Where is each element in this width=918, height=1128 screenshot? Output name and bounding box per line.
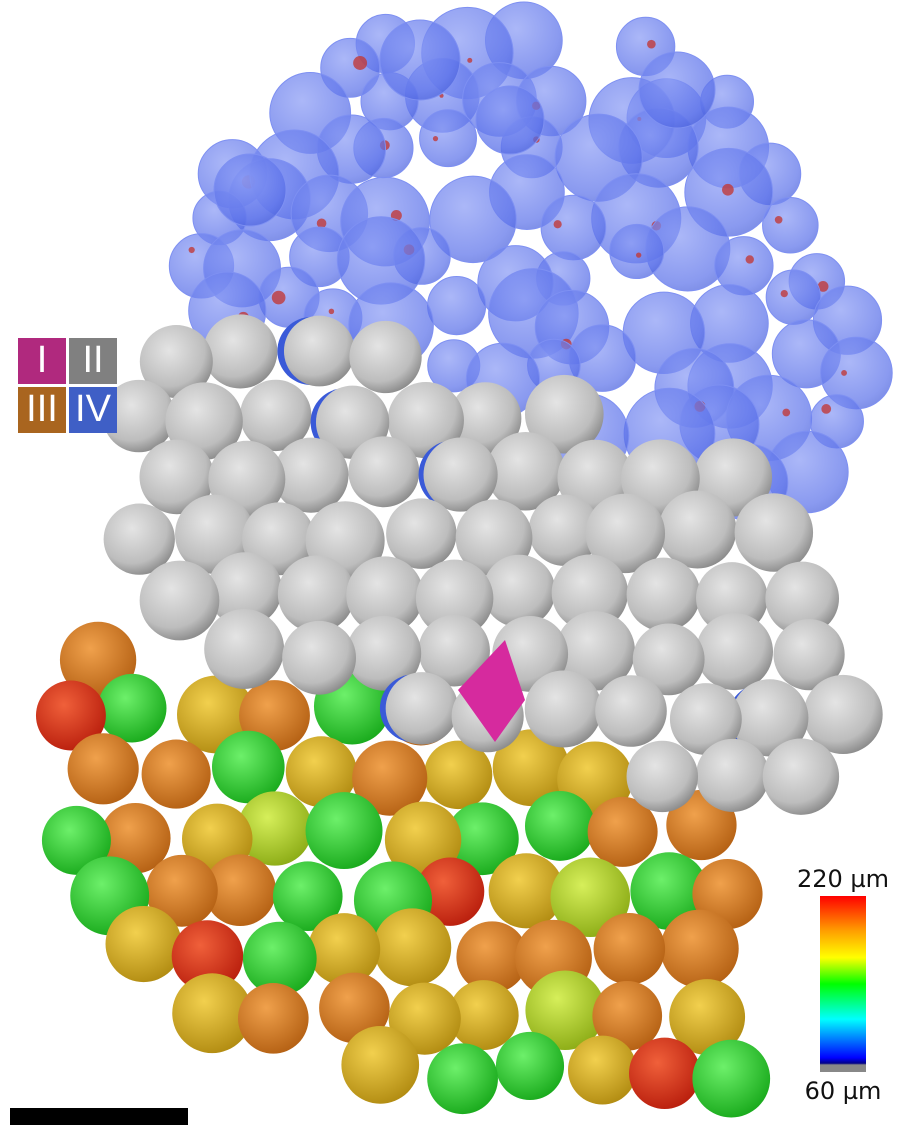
- red-inclusion: [647, 40, 656, 49]
- colored-sphere: [525, 791, 595, 861]
- red-inclusion: [317, 219, 327, 229]
- gray-sphere: [525, 670, 602, 747]
- red-inclusion: [746, 255, 754, 263]
- blue-sphere: [639, 52, 715, 128]
- gray-sphere: [278, 556, 355, 633]
- scene: I II III IV 220 µm 60 µm: [0, 0, 918, 1128]
- colored-sphere: [568, 1036, 637, 1105]
- gray-sphere: [627, 741, 698, 812]
- blue-sphere: [763, 197, 819, 253]
- red-inclusion: [821, 404, 831, 414]
- red-inclusion: [272, 291, 286, 305]
- gray-sphere: [140, 561, 220, 641]
- gray-sphere: [627, 558, 701, 632]
- colored-sphere: [98, 674, 167, 743]
- red-inclusion: [722, 184, 734, 196]
- scale-bar: [10, 1108, 188, 1125]
- blue-sphere: [766, 270, 820, 324]
- legend-label: II: [82, 339, 103, 381]
- red-inclusion: [782, 409, 790, 417]
- gray-sphere: [659, 491, 737, 569]
- blue-sphere: [380, 20, 460, 100]
- gray-sphere: [386, 672, 458, 744]
- gray-sphere: [349, 321, 421, 393]
- gray-sphere: [284, 316, 355, 387]
- red-inclusion: [554, 220, 562, 228]
- legend-label: I: [37, 339, 48, 381]
- colored-sphere: [594, 913, 666, 985]
- gray-sphere: [282, 621, 356, 695]
- red-inclusion: [467, 58, 472, 63]
- gray-sphere: [763, 738, 839, 814]
- gray-sphere: [204, 609, 284, 689]
- gray-sphere: [735, 493, 813, 571]
- colorbar: [820, 896, 866, 1072]
- gray-sphere: [595, 675, 667, 747]
- colored-sphere: [660, 910, 738, 988]
- legend-label: III: [26, 388, 58, 430]
- colored-sphere: [68, 733, 139, 804]
- gray-sphere: [696, 613, 773, 690]
- colored-sphere: [142, 740, 211, 809]
- colored-sphere: [238, 983, 309, 1054]
- gray-sphere: [696, 739, 769, 812]
- red-inclusion: [781, 290, 788, 297]
- legend: I II III IV: [18, 338, 117, 433]
- red-inclusion: [841, 370, 847, 376]
- blue-sphere: [428, 277, 486, 335]
- red-inclusion: [353, 56, 367, 70]
- gray-sphere: [348, 436, 419, 507]
- blue-sphere: [420, 110, 477, 167]
- red-inclusion: [775, 216, 783, 224]
- colored-sphere: [373, 908, 451, 986]
- colored-sphere: [106, 906, 182, 982]
- colored-sphere: [427, 1043, 498, 1114]
- colored-sphere: [692, 1040, 770, 1118]
- legend-label: IV: [75, 388, 112, 430]
- blue-sphere: [476, 86, 544, 154]
- colorbar-max-label: 220 µm: [797, 865, 889, 893]
- colored-sphere: [306, 792, 383, 869]
- gray-sphere: [203, 314, 277, 388]
- colored-sphere: [341, 1026, 419, 1104]
- red-inclusion: [636, 252, 641, 257]
- gray-sphere: [483, 555, 556, 628]
- red-inclusion: [189, 247, 195, 253]
- colored-sphere: [629, 1038, 700, 1109]
- blue-sphere: [541, 195, 606, 260]
- red-inclusion: [433, 136, 438, 141]
- colored-sphere: [496, 1032, 564, 1100]
- red-inclusion: [329, 309, 334, 314]
- colorbar-min-label: 60 µm: [805, 1077, 882, 1105]
- blue-sphere: [610, 224, 664, 278]
- blue-sphere: [214, 154, 286, 226]
